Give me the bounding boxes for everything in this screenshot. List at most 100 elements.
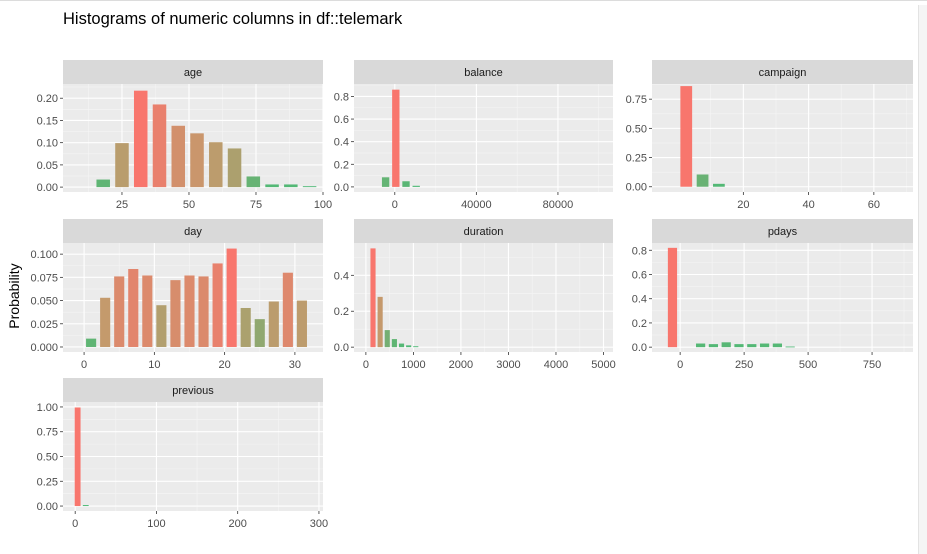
- histogram-bar: [227, 148, 242, 188]
- x-tick-label: 80000: [543, 199, 574, 211]
- histogram-bar: [381, 177, 390, 187]
- histogram-bar: [384, 330, 390, 348]
- y-tick-label: 0.00: [626, 182, 647, 194]
- facet-balance: balance 0 40000 80000 0.0 0.2 0.4 0.6 0.8: [334, 60, 613, 211]
- histogram-bar: [370, 248, 376, 348]
- x-tick-label: 0: [363, 359, 369, 371]
- histogram-bar: [302, 186, 317, 188]
- histogram-bar: [284, 184, 298, 188]
- x-tick-label: 4000: [544, 359, 568, 371]
- x-tick-label: 30: [289, 359, 301, 371]
- x-tick-label: 40000: [461, 199, 492, 211]
- panel-background: [652, 243, 913, 352]
- histogram-bar: [268, 301, 279, 347]
- facet-strip: [652, 60, 913, 84]
- x-tick-label: 0: [81, 359, 87, 371]
- histogram-bar: [128, 268, 139, 347]
- histogram-bar: [696, 174, 709, 187]
- y-tick-label: 0.25: [626, 153, 647, 165]
- y-tick-label: 0.0: [334, 182, 349, 194]
- histogram-bar: [212, 263, 223, 347]
- facet-strip: [354, 219, 613, 243]
- y-tick-label: 0.25: [37, 476, 58, 488]
- y-tick-label: 0.4: [632, 294, 647, 306]
- panel-background: [354, 243, 613, 352]
- x-tick-label: 5000: [591, 359, 615, 371]
- x-tick-label: 200: [229, 518, 247, 530]
- y-tick-label: 1.00: [37, 402, 58, 414]
- y-tick-label: 0.2: [334, 306, 349, 318]
- histogram-bar: [713, 183, 725, 187]
- facet-age: age 25 50 75 100 0.00 0.05 0.10 0.15 0.20: [37, 60, 332, 211]
- histogram-bar: [377, 296, 383, 348]
- y-tick-label: 0.025: [30, 319, 58, 331]
- histogram-bar: [708, 344, 719, 348]
- y-tick-label: 0.00: [37, 182, 58, 194]
- histogram-bar: [772, 343, 782, 348]
- histogram-bar: [254, 319, 265, 347]
- y-tick-label: 0.8: [334, 91, 349, 103]
- facet-previous: previous 0 100 200 300 0.00 0.25 0.50 0.75 1.00: [37, 378, 328, 530]
- histogram-bar: [680, 86, 693, 187]
- histogram-bar: [240, 307, 251, 347]
- x-tick-label: 3000: [496, 359, 520, 371]
- histogram-bar: [246, 176, 261, 188]
- histogram-bar: [100, 297, 111, 347]
- histogram-bar: [402, 181, 410, 187]
- histogram-bar: [86, 338, 97, 347]
- histogram-bar: [759, 343, 770, 348]
- histogram-bar: [114, 276, 125, 347]
- x-tick-label: 20: [218, 359, 230, 371]
- y-tick-label: 0.2: [334, 159, 349, 171]
- y-tick-label: 0.00: [37, 501, 58, 513]
- facet-strip-label: previous: [172, 385, 214, 397]
- x-tick-label: 750: [863, 359, 881, 371]
- facet-strip-label: campaign: [759, 67, 807, 79]
- y-tick-label: 0.075: [30, 272, 58, 284]
- histogram-bar: [406, 345, 412, 348]
- facet-strip-label: duration: [464, 226, 504, 238]
- facet-strip-label: balance: [464, 67, 503, 79]
- histogram-bar: [412, 185, 420, 187]
- y-tick-label: 0.6: [334, 114, 349, 126]
- x-tick-label: 100: [147, 518, 165, 530]
- y-tick-label: 0.20: [37, 93, 58, 105]
- facet-strip: [652, 219, 913, 243]
- x-tick-label: 0: [72, 518, 78, 530]
- y-tick-label: 0.050: [30, 296, 58, 308]
- y-tick-label: 0.000: [30, 342, 58, 354]
- facet-duration: duration 0 1000 2000 3000 4000 5000 0.0 0.2 0.4: [334, 219, 616, 371]
- histogram-bar: [721, 342, 731, 348]
- panel-background: [652, 84, 913, 192]
- y-tick-label: 0.75: [626, 94, 647, 106]
- histogram-bar: [170, 280, 181, 347]
- x-tick-label: 75: [250, 199, 262, 211]
- histogram-bar: [734, 344, 744, 348]
- y-tick-label: 0.2: [632, 318, 647, 330]
- y-tick-label: 0.15: [37, 115, 58, 127]
- histogram-bar: [696, 343, 706, 348]
- x-tick-label: 2000: [449, 359, 473, 371]
- histogram-bar: [96, 179, 110, 188]
- x-tick-label: 40: [802, 199, 814, 211]
- histogram-bar: [82, 505, 89, 507]
- histogram-bar: [133, 90, 148, 188]
- histogram-bar: [785, 346, 795, 348]
- x-tick-label: 25: [116, 199, 128, 211]
- facet-strip: [63, 219, 323, 243]
- x-tick-label: 10: [148, 359, 160, 371]
- y-tick-label: 0.50: [37, 452, 58, 464]
- y-tick-label: 0.75: [37, 427, 58, 439]
- histogram-bar: [391, 339, 397, 348]
- histogram-bar: [667, 247, 678, 348]
- histogram-bar: [226, 248, 237, 347]
- histogram-bar: [115, 143, 129, 188]
- x-tick-label: 100: [314, 199, 332, 211]
- x-tick-label: 0: [677, 359, 683, 371]
- scrollbar[interactable]: [918, 5, 927, 554]
- facet-strip: [354, 60, 613, 84]
- y-tick-label: 0.6: [632, 269, 647, 281]
- histogram-bar: [209, 142, 223, 188]
- histogram-bar: [398, 343, 405, 348]
